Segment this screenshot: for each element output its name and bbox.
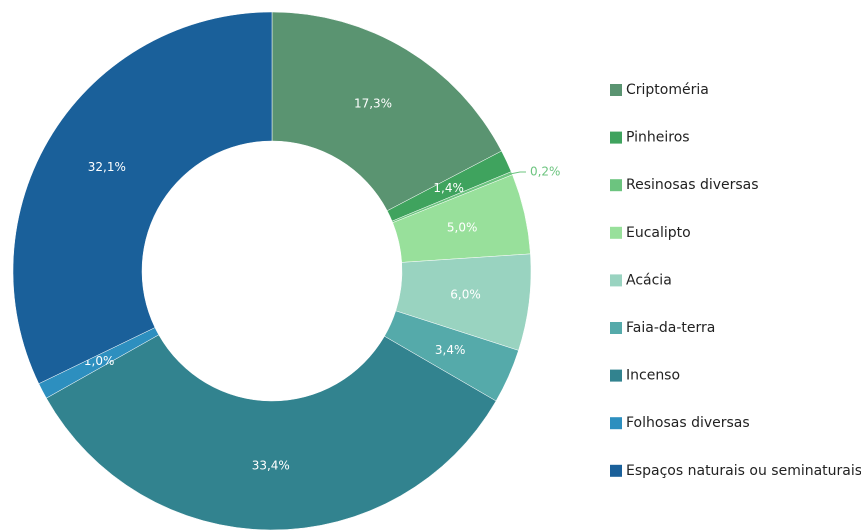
legend-label: Faia-da-terra (626, 320, 715, 336)
slice (12, 11, 273, 385)
legend-label: Incenso (626, 368, 680, 384)
legend-label: Criptoméria (626, 82, 709, 98)
legend-label: Resinosas diversas (626, 177, 759, 193)
data-label: 33,4% (252, 458, 290, 472)
data-label: 1,4% (433, 181, 464, 195)
legend-swatch (610, 226, 622, 239)
data-label: 32,1% (88, 160, 126, 174)
data-label: 3,4% (435, 343, 466, 357)
legend-swatch (610, 131, 622, 144)
legend-swatch (610, 84, 622, 96)
legend-label: Pinheiros (626, 130, 690, 146)
data-label: 0,2% (530, 164, 561, 178)
slice (46, 334, 497, 530)
legend-swatch (610, 369, 622, 382)
legend-swatch (610, 322, 622, 334)
legend-swatch (610, 464, 622, 477)
legend-swatch (610, 179, 622, 192)
legend-label: Eucalipto (626, 225, 691, 241)
data-label: 5,0% (447, 220, 478, 234)
leader-line (509, 171, 526, 175)
slice (271, 11, 502, 212)
legend-label: Espaços naturais ou seminaturais (626, 463, 861, 479)
legend-label: Acácia (626, 272, 672, 288)
legend-swatch (610, 274, 622, 287)
data-label: 17,3% (354, 97, 392, 111)
legend-label: Folhosas diversas (626, 415, 750, 431)
legend-swatch (610, 417, 622, 430)
data-label: 6,0% (450, 287, 481, 301)
